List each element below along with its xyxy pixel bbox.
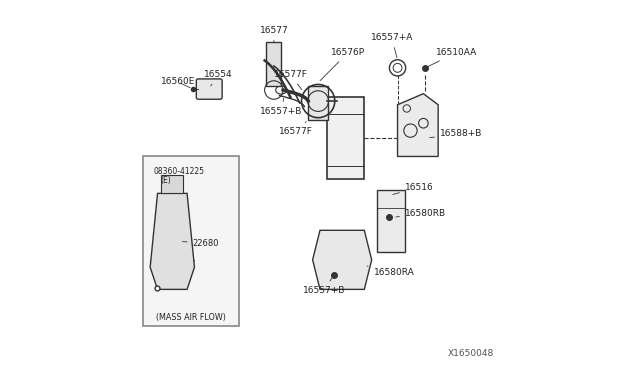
Text: 16560E: 16560E: [161, 77, 195, 88]
Bar: [143, 157, 239, 326]
Bar: [328, 97, 364, 179]
Bar: [308, 86, 328, 119]
Bar: [266, 42, 281, 86]
Text: 16580RB: 16580RB: [396, 209, 446, 218]
Text: 16577F: 16577F: [273, 70, 307, 90]
Text: (MASS AIR FLOW): (MASS AIR FLOW): [156, 312, 226, 321]
Text: (E): (E): [161, 176, 172, 185]
FancyBboxPatch shape: [196, 79, 222, 99]
Text: 16554: 16554: [204, 70, 233, 86]
Bar: [161, 175, 184, 193]
Text: 16510AA: 16510AA: [428, 48, 477, 67]
Text: 16576P: 16576P: [320, 48, 365, 81]
Polygon shape: [312, 230, 372, 289]
Text: 16557+B: 16557+B: [303, 278, 345, 295]
Text: 16588+B: 16588+B: [430, 129, 483, 138]
Polygon shape: [150, 193, 195, 289]
Text: 16557+A: 16557+A: [371, 33, 413, 58]
Text: 16516: 16516: [393, 183, 434, 195]
Text: 16580RA: 16580RA: [367, 266, 414, 277]
Bar: [377, 190, 405, 253]
Text: 22680: 22680: [182, 239, 219, 248]
Text: 16557+B: 16557+B: [260, 98, 303, 116]
Text: 08360-41225: 08360-41225: [153, 167, 204, 176]
Text: 16577F: 16577F: [279, 122, 313, 136]
Polygon shape: [397, 94, 438, 157]
Text: 16577: 16577: [259, 26, 288, 42]
Text: X1650048: X1650048: [447, 350, 493, 359]
